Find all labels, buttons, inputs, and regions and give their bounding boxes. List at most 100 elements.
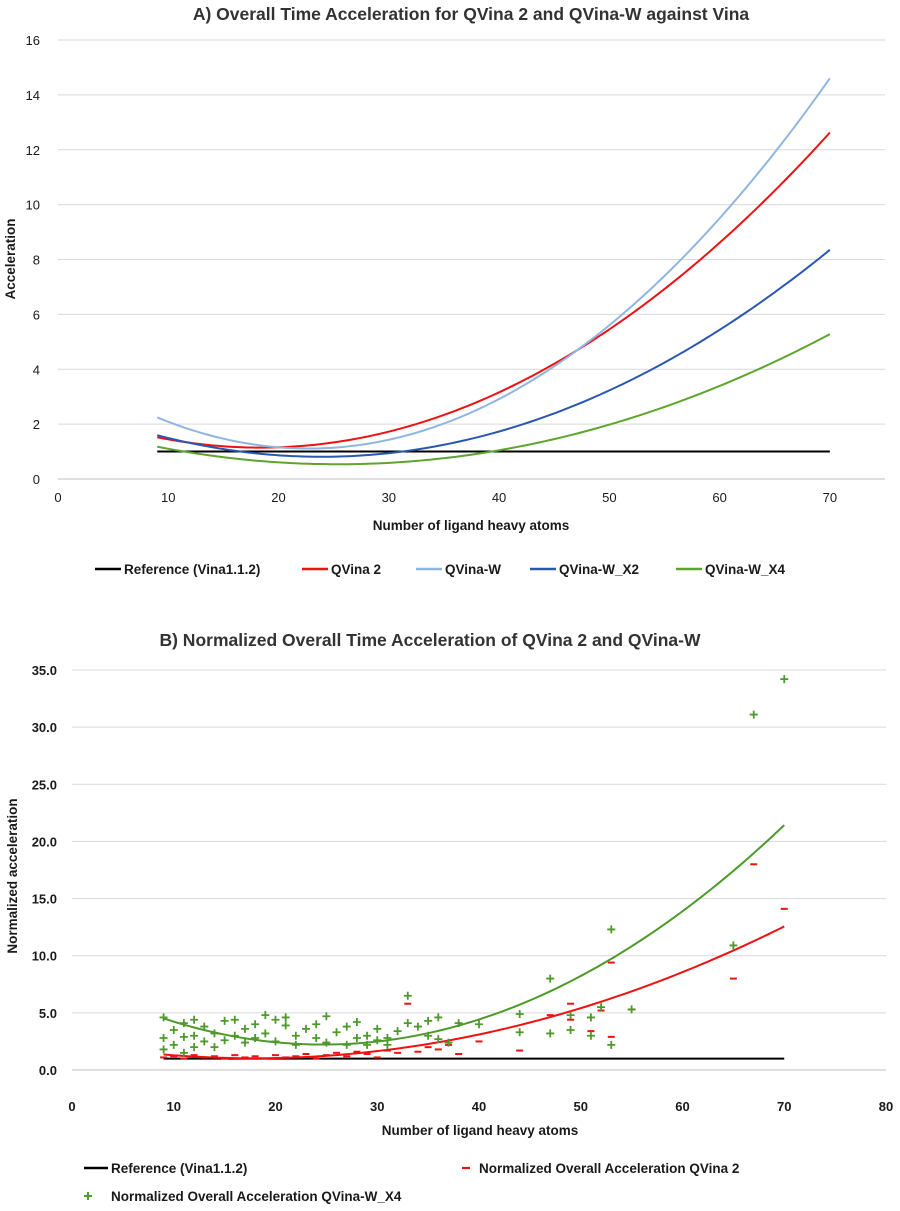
chart-b-qvinaw-x4-point <box>403 991 412 1000</box>
chart-b-x-tick-label: 10 <box>167 1099 181 1114</box>
chart-a: A) Overall Time Acceleration for QVina 2… <box>0 0 900 600</box>
chart-a-legend-label: QVina-W_X4 <box>705 562 786 577</box>
chart-b-qvinaw-x4-point <box>159 1045 168 1054</box>
chart-a-y-tick-label: 8 <box>33 253 40 268</box>
chart-b-qvinaw-x4-point <box>271 1037 280 1046</box>
chart-a-title: A) Overall Time Acceleration for QVina 2… <box>193 4 750 24</box>
chart-b-x-tick-label: 80 <box>879 1099 893 1114</box>
chart-a-y-tick-label: 2 <box>33 417 40 432</box>
chart-b-qvinaw-x4-point <box>271 1015 280 1024</box>
chart-b-qvinaw-x4-point <box>434 1013 443 1022</box>
chart-b-qvinaw-x4-point <box>393 1027 402 1036</box>
chart-b-qvinaw-x4-point <box>352 1034 361 1042</box>
chart-a-legend-label: QVina 2 <box>331 562 381 577</box>
chart-b-qvinaw-x4-point <box>190 1043 199 1052</box>
chart-b-qvinaw-x4-point <box>780 675 789 684</box>
chart-b-qvinaw-x4-point <box>586 1013 595 1022</box>
chart-b-qvinaw-x4-point <box>729 941 738 950</box>
chart-b-qvinaw-x4-point <box>342 1040 351 1049</box>
chart-b-qvinaw-x4-point <box>607 1040 616 1049</box>
chart-a-series-line <box>156 77 831 450</box>
chart-b: B) Normalized Overall Time Acceleration … <box>0 600 900 1211</box>
chart-b-qvinaw-x4-point <box>607 925 616 934</box>
chart-b-qvinaw-x4-point <box>332 1028 341 1037</box>
chart-b-y-axis-label: Normalized acceleration <box>5 798 20 953</box>
chart-a-x-tick-label: 60 <box>712 490 726 505</box>
chart-b-qvinaw-x4-point <box>240 1024 249 1033</box>
chart-b-qvinaw-x4-point <box>281 1021 290 1030</box>
chart-b-qvinaw-x4-point <box>302 1024 311 1033</box>
chart-a-x-axis-label: Number of ligand heavy atoms <box>373 518 570 533</box>
chart-b-qvinaw-x4-point <box>454 1019 463 1028</box>
chart-b-y-tick-label: 15.0 <box>32 892 57 907</box>
chart-a-y-tick-label: 4 <box>33 362 40 377</box>
chart-b-qvinaw-x4-point <box>200 1037 209 1046</box>
chart-b-x-axis-label: Number of ligand heavy atoms <box>382 1123 579 1138</box>
chart-b-qvinaw-x4-point <box>515 1010 524 1018</box>
chart-b-qvinaw-x4-point <box>383 1034 392 1042</box>
chart-b-qvinaw-x4-point <box>230 1031 239 1040</box>
chart-b-x-tick-label: 0 <box>68 1099 75 1114</box>
chart-b-y-tick-label: 10.0 <box>32 949 57 964</box>
chart-b-y-tick-label: 30.0 <box>32 720 57 735</box>
chart-b-qvinaw-x4-point <box>159 1013 168 1022</box>
chart-b-y-tick-label: 0.0 <box>39 1063 57 1078</box>
chart-b-qvinaw-x4-point <box>291 1040 300 1049</box>
chart-b-qvinaw-x4-point <box>363 1040 372 1049</box>
chart-b-qvinaw-x4-point <box>597 1003 606 1012</box>
chart-b-qvinaw-x4-point <box>515 1028 524 1037</box>
chart-b-qvinaw-x4-point <box>413 1022 422 1031</box>
chart-a-x-tick-label: 20 <box>271 490 285 505</box>
chart-a-series-line <box>156 249 831 458</box>
chart-a-svg: A) Overall Time Acceleration for QVina 2… <box>3 4 885 577</box>
chart-b-qvinaw-x4-point <box>373 1024 382 1033</box>
chart-a-y-tick-label: 10 <box>26 198 40 213</box>
chart-b-legend-label: Normalized Overall Acceleration QVina 2 <box>479 1161 739 1176</box>
chart-b-qvinaw-x4-point <box>190 1031 199 1040</box>
chart-b-qvinaw-x4-point <box>179 1048 188 1057</box>
chart-b-qvinaw-x4-point <box>363 1031 372 1040</box>
chart-a-x-tick-label: 0 <box>54 490 61 505</box>
chart-b-qvinaw-x4-point <box>291 1031 300 1040</box>
chart-a-legend-label: Reference (Vina1.1.2) <box>124 562 260 577</box>
chart-b-qvinaw-x4-point <box>322 1038 331 1047</box>
chart-b-qvinaw-x4-point <box>220 1016 229 1025</box>
chart-b-qvinaw-x4-point <box>434 1035 443 1044</box>
chart-a-series-line <box>157 131 831 449</box>
chart-b-qvinaw-x4-point <box>373 1036 382 1045</box>
chart-b-x-tick-label: 70 <box>777 1099 791 1114</box>
chart-b-qvinaw-x4-point <box>251 1020 260 1029</box>
chart-a-x-tick-label: 40 <box>492 490 506 505</box>
chart-b-qvinaw-x4-point <box>179 1019 188 1028</box>
chart-a-legend-label: QVina-W <box>445 562 501 577</box>
chart-b-qvinaw-x4-point <box>190 1015 199 1024</box>
chart-b-qvinaw-x4-point <box>230 1015 239 1024</box>
chart-b-trend-line <box>163 824 785 1046</box>
chart-b-qvinaw-x4-point <box>210 1043 219 1052</box>
chart-b-qvinaw-x4-point <box>546 1029 555 1038</box>
chart-b-qvinaw-x4-point <box>566 1011 575 1020</box>
chart-b-x-tick-label: 20 <box>268 1099 282 1114</box>
chart-b-qvinaw-x4-point <box>312 1020 321 1029</box>
chart-a-x-tick-label: 70 <box>823 490 837 505</box>
chart-a-y-tick-label: 14 <box>26 88 40 103</box>
chart-b-qvinaw-x4-point <box>424 1031 433 1040</box>
chart-b-qvinaw-x4-point <box>261 1029 270 1038</box>
chart-b-qvinaw-x4-point <box>475 1020 483 1029</box>
chart-a-x-tick-label: 50 <box>602 490 616 505</box>
chart-b-x-tick-label: 30 <box>370 1099 384 1114</box>
chart-b-svg: B) Normalized Overall Time Acceleration … <box>5 630 893 1204</box>
chart-b-x-tick-label: 40 <box>472 1099 486 1114</box>
chart-b-y-tick-label: 25.0 <box>32 777 57 792</box>
chart-b-legend-label: Normalized Overall Acceleration QVina-W_… <box>111 1189 402 1204</box>
chart-b-qvinaw-x4-point <box>749 710 758 719</box>
chart-a-x-tick-label: 10 <box>161 490 175 505</box>
chart-b-qvinaw-x4-point <box>322 1012 331 1021</box>
chart-b-qvinaw-x4-point <box>352 1018 361 1026</box>
chart-a-y-tick-label: 0 <box>33 472 40 487</box>
chart-b-legend-swatch-qvinaw-x4 <box>84 1192 92 1200</box>
chart-b-qvinaw-x4-point <box>281 1013 290 1022</box>
chart-a-legend-label: QVina-W_X2 <box>559 562 639 577</box>
chart-b-title: B) Normalized Overall Time Acceleration … <box>159 630 701 650</box>
chart-b-qvinaw-x4-point <box>169 1040 178 1049</box>
